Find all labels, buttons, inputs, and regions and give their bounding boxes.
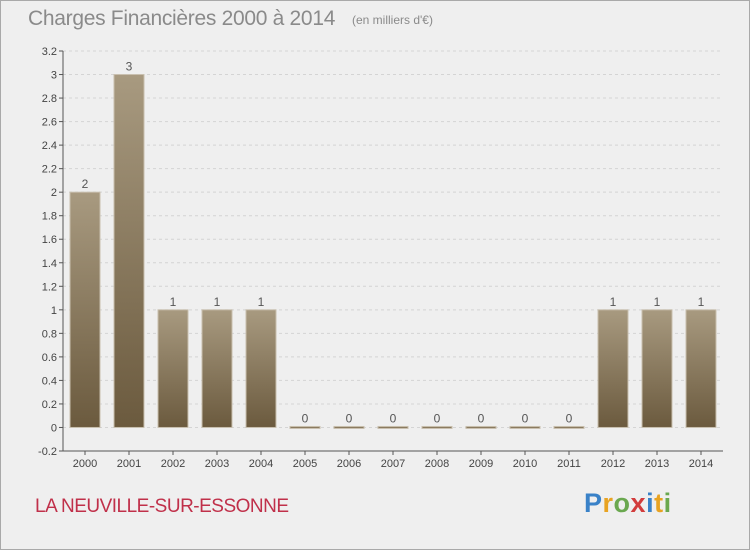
x-tick-label: 2002 xyxy=(161,458,185,470)
y-tick-label: 1.8 xyxy=(42,211,57,223)
y-tick-label: 2.8 xyxy=(42,93,57,105)
x-tick-label: 2003 xyxy=(205,458,229,470)
bar-2014 xyxy=(685,309,717,428)
y-tick-label: 3 xyxy=(51,70,57,82)
value-label: 0 xyxy=(390,411,397,425)
chart-units: (en milliers d'€) xyxy=(352,13,433,27)
value-label: 1 xyxy=(610,295,617,309)
logo-letter: t xyxy=(654,488,664,518)
y-tick-label: 2.4 xyxy=(42,140,57,152)
value-label: 0 xyxy=(566,411,573,425)
x-tick-label: 2010 xyxy=(513,458,537,470)
x-tick-label: 2009 xyxy=(469,458,493,470)
y-tick-label: 1.4 xyxy=(42,258,57,270)
x-tick-label: 2006 xyxy=(337,458,361,470)
y-tick-label: 1 xyxy=(51,305,57,317)
bars xyxy=(69,74,717,429)
bar-2013 xyxy=(641,309,673,428)
value-label: 1 xyxy=(214,295,221,309)
logo-letter: i xyxy=(646,488,655,518)
value-label: 1 xyxy=(258,295,265,309)
bar-2008 xyxy=(421,425,453,429)
bar-2010 xyxy=(509,425,541,429)
x-tick-label: 2001 xyxy=(117,458,141,470)
value-label: 1 xyxy=(170,295,177,309)
x-tick-label: 2013 xyxy=(645,458,669,470)
y-tick-label: 0.8 xyxy=(42,328,57,340)
bar-2009 xyxy=(465,425,497,429)
logo-letter: o xyxy=(613,488,631,518)
y-tick-label: 2 xyxy=(51,187,57,199)
logo-letter: x xyxy=(630,488,647,518)
y-tick-label: 3.2 xyxy=(42,46,57,58)
bar-2012 xyxy=(597,309,629,428)
x-tick-label: 2004 xyxy=(249,458,273,470)
bar-2006 xyxy=(333,425,365,429)
bar-2007 xyxy=(377,425,409,429)
bar-2002 xyxy=(157,309,189,428)
value-label: 3 xyxy=(126,60,133,74)
y-tick-label: 0.2 xyxy=(42,399,57,411)
bar-2001 xyxy=(113,74,145,428)
x-tick-label: 2012 xyxy=(601,458,625,470)
logo-letter: r xyxy=(602,488,614,518)
y-tick-label: 0 xyxy=(51,422,57,434)
value-label: 1 xyxy=(698,295,705,309)
y-tick-label: 2.2 xyxy=(42,164,57,176)
bar-2004 xyxy=(245,309,277,428)
value-label: 0 xyxy=(478,411,485,425)
y-tick-label: 1.2 xyxy=(42,281,57,293)
logo-letter: P xyxy=(584,488,603,518)
x-tick-label: 2005 xyxy=(293,458,317,470)
x-tick-label: 2008 xyxy=(425,458,449,470)
y-tick-label: 0.4 xyxy=(42,375,57,387)
bar-2011 xyxy=(553,425,585,429)
value-label: 0 xyxy=(346,411,353,425)
y-tick-label: 0.6 xyxy=(42,352,57,364)
logo-letter: i xyxy=(663,488,672,518)
value-label: 2 xyxy=(82,177,89,191)
x-tick-label: 2000 xyxy=(73,458,97,470)
y-tick-label: 1.6 xyxy=(42,234,57,246)
bar-2005 xyxy=(289,425,321,429)
x-tick-label: 2014 xyxy=(689,458,713,470)
value-label: 0 xyxy=(434,411,441,425)
y-tick-label: -0.2 xyxy=(38,446,57,458)
x-tick-label: 2007 xyxy=(381,458,405,470)
x-tick-label: 2011 xyxy=(557,458,581,470)
proxiti-logo: Proxiti xyxy=(584,488,672,519)
y-tick-label: 2.6 xyxy=(42,117,57,129)
chart-title: Charges Financières 2000 à 2014 xyxy=(28,7,336,30)
value-label: 1 xyxy=(654,295,661,309)
value-label: 0 xyxy=(302,411,309,425)
bar-2003 xyxy=(201,309,233,428)
axes xyxy=(59,50,723,455)
commune-name: LA NEUVILLE-SUR-ESSONNE xyxy=(35,496,289,517)
value-label: 0 xyxy=(522,411,529,425)
bar-2000 xyxy=(69,191,101,428)
labels: -0.2 0 0.2 0.4 0.6 0.8 1 1.2 1.4 1.6 1.8 2 2.2 2.4 2.6… xyxy=(38,46,713,470)
